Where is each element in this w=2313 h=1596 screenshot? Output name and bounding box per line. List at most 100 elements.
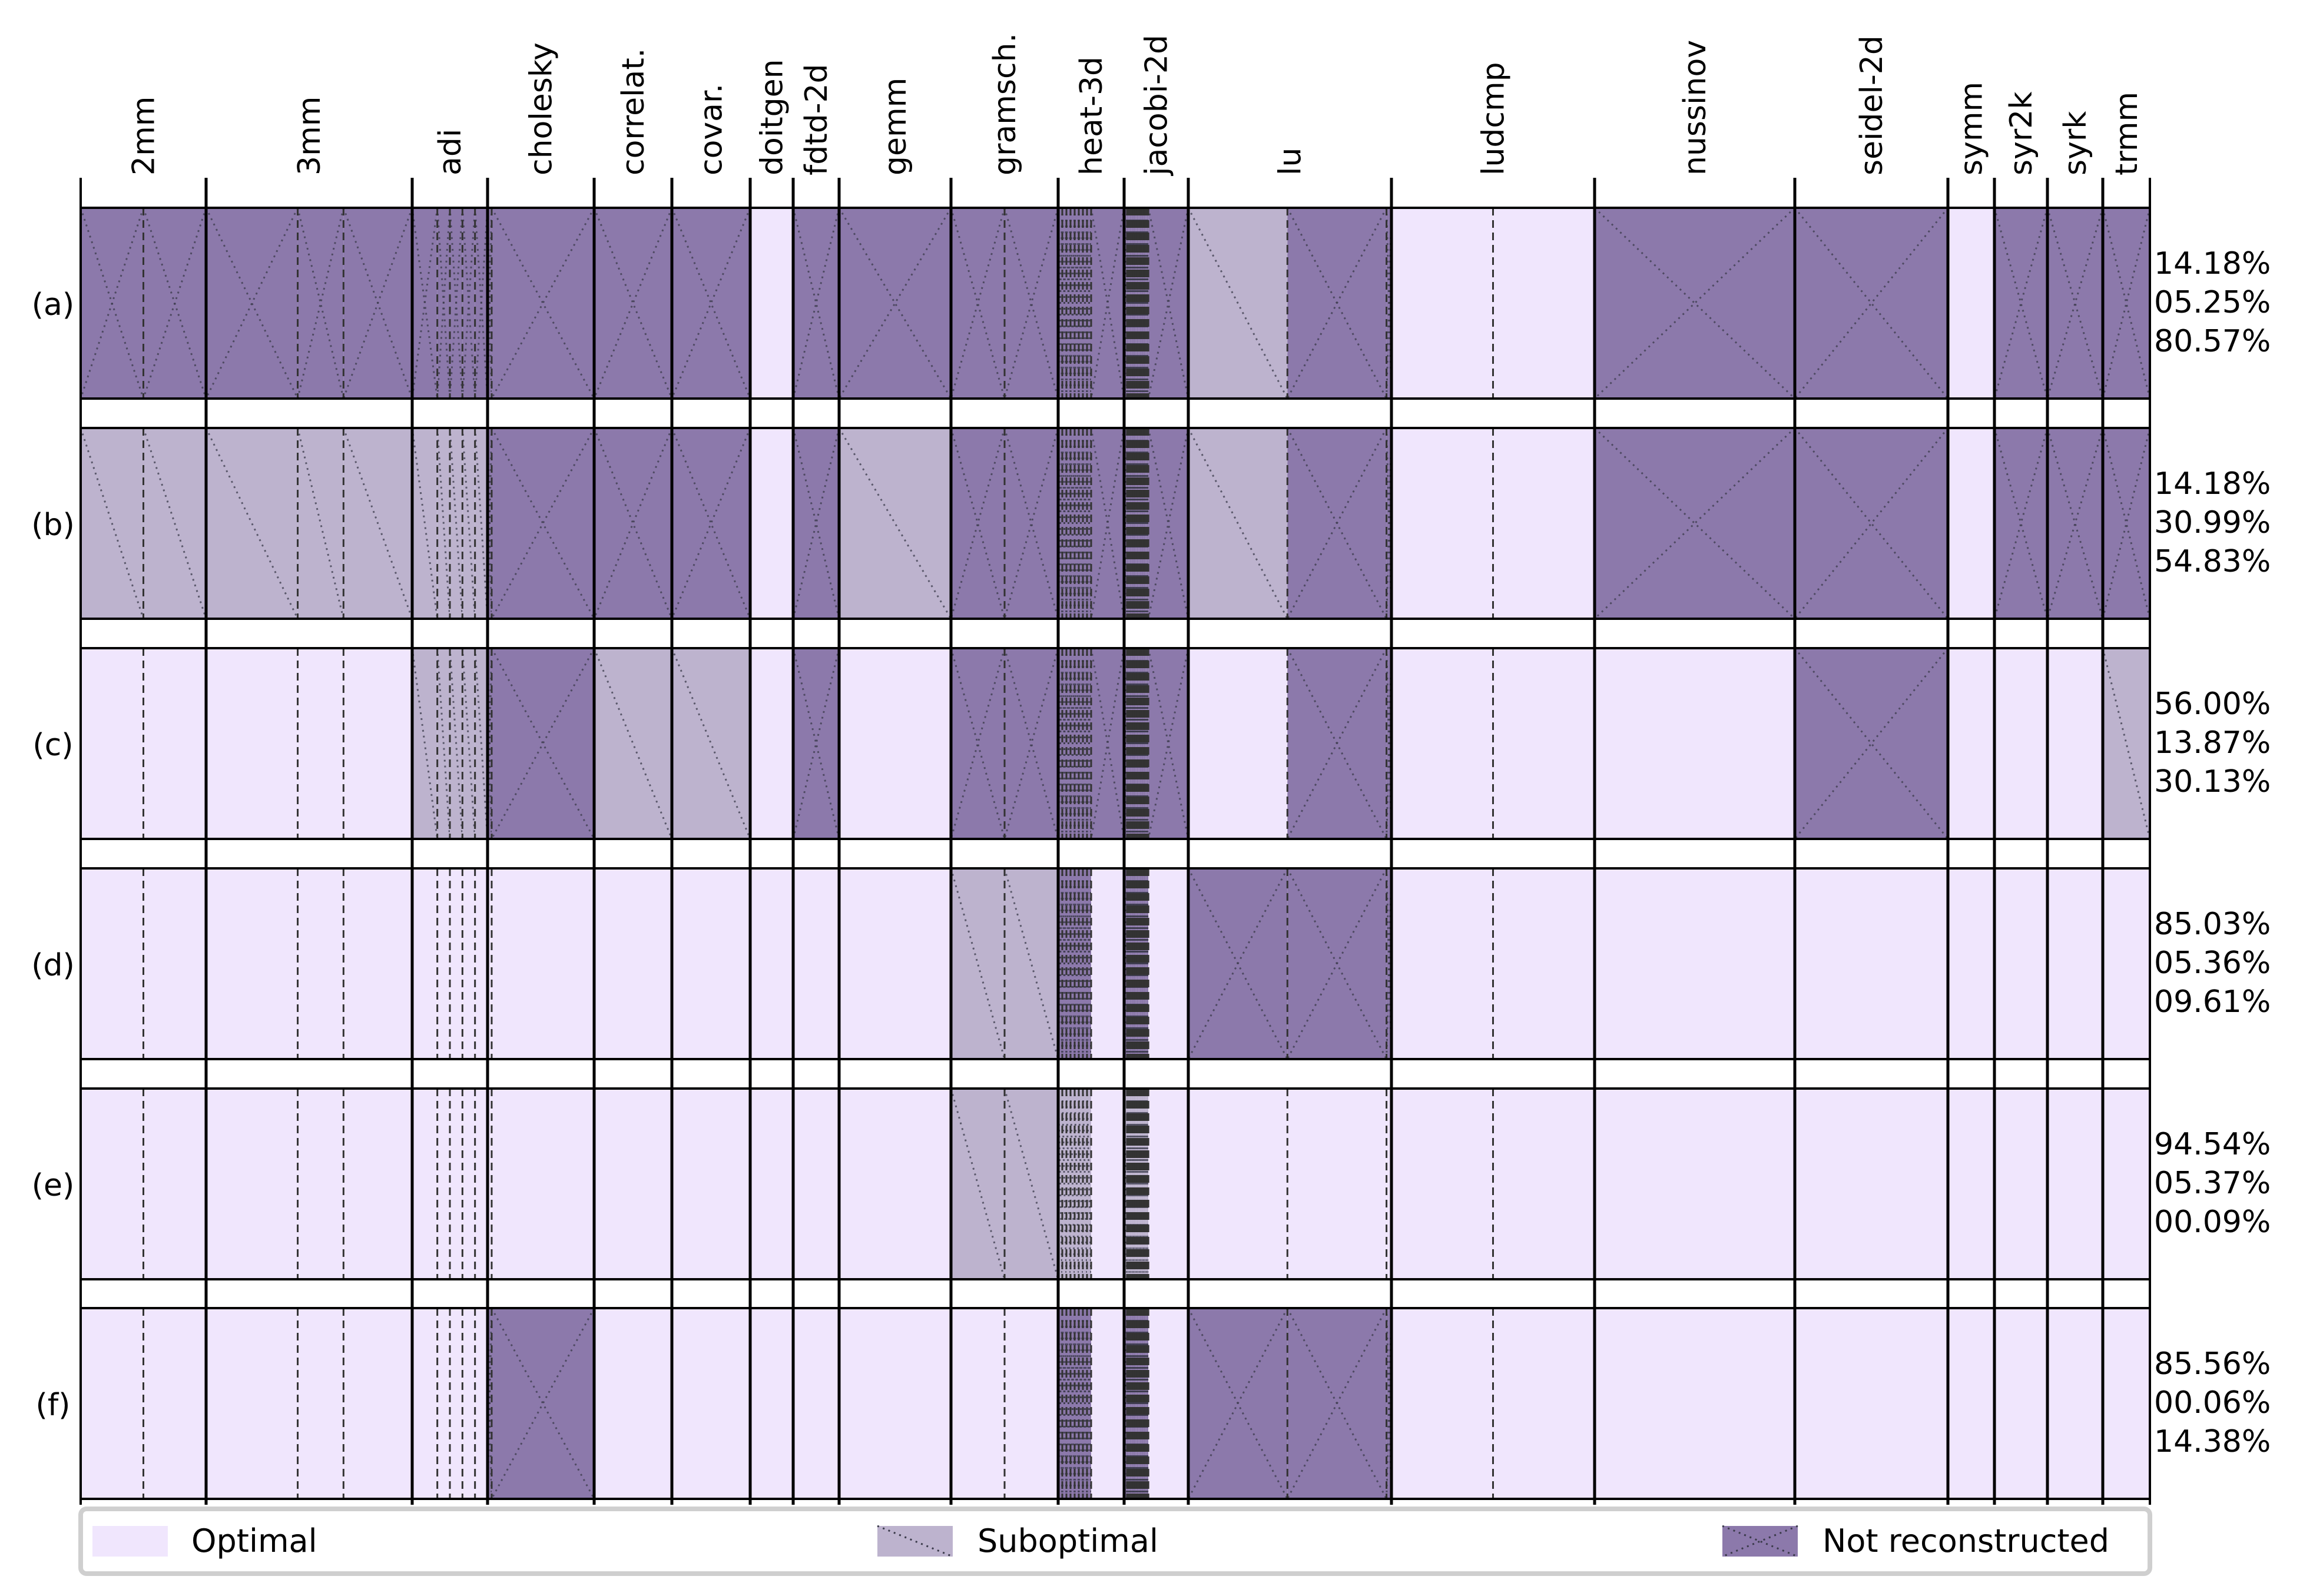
hatch-line [1082,1308,1088,1499]
segment-3mm-2 [297,1308,344,1499]
segment-nussinov-1 [1595,648,1795,839]
hatch-line [1140,427,1144,619]
segment-fdtd-2d-1 [793,208,839,399]
segment-ludcmp-2 [1493,208,1595,399]
segment-seidel-2d-1 [1795,428,1948,619]
segment-symm-1 [1948,648,1994,839]
column-label-gemm: gemm [878,78,913,175]
hatch-line [1139,868,1142,1060]
segment-cholesky-1 [488,868,492,1059]
hatch-line [1286,868,1387,1060]
segment-ludcmp-2 [1493,868,1595,1059]
segment-fdtd-2d-1 [793,1308,839,1499]
row-percentage: 14.38% [2154,1424,2271,1459]
legend-swatch-O [92,1526,168,1557]
hatch-line [1187,868,1288,1060]
hatch-line [1127,1088,1131,1280]
hatch-line [1126,868,1129,1060]
row-percentage: 05.25% [2154,285,2271,320]
segment-3mm-2 [297,428,344,619]
segment-seidel-2d-1 [1795,868,1948,1059]
hatch-line [1143,427,1146,619]
hatch-line [1126,207,1129,399]
hatch-line [1132,1308,1135,1499]
hatch-line [1386,648,1393,840]
segment-adi-1 [412,1089,438,1279]
hatch-line [1126,648,1129,840]
hatch-line [1136,1088,1139,1280]
row-label: (b) [31,507,75,543]
segment-3mm-3 [343,648,412,839]
hatch-line [1086,648,1092,840]
column-label-3mm: 3mm [292,97,327,175]
segment-adi-5 [475,868,488,1059]
segment-3mm-1 [206,868,298,1059]
hatch-line [449,648,463,840]
segment-adi-3 [450,868,463,1059]
hatch-line [1136,1308,1139,1499]
segment-3mm-1 [206,1089,298,1279]
hatch-line [1069,1308,1076,1499]
hatch-line [1069,1088,1076,1280]
row-percentage: 30.13% [2154,764,2271,799]
hatch-line [461,427,476,619]
segment-jacobi-2d-17 [1148,648,1188,839]
hatch-line [1146,1308,1149,1499]
column-label-trmm: trmm [2109,92,2145,175]
hatch-line [1143,207,1146,399]
row-percentage: 13.87% [2154,725,2271,761]
row-f: (f) 85.56%00.06%14.38% [36,1307,2271,1500]
segment-ludcmp-1 [1391,208,1493,399]
row-label: (c) [32,728,73,763]
segment-adi-1 [412,868,438,1059]
hatch-line [950,868,1006,1060]
hatch-line [2046,207,2104,399]
segment-adi-4 [462,1089,475,1279]
segment-adi-1 [412,1308,438,1499]
hatch-line [1133,427,1136,619]
hatch-line [1126,1088,1129,1280]
segment-2mm-1 [81,1308,144,1499]
segment-nussinov-1 [1595,868,1795,1059]
hatch-line [1073,207,1080,399]
hatch-line [1137,1088,1141,1280]
hatch-line [1136,427,1139,619]
segment-covar.-1 [672,1089,750,1279]
segment-2mm-2 [143,1308,206,1499]
segment-trmm-1 [2103,1089,2150,1279]
hatch-line [1134,427,1138,619]
hatch-line [1993,207,2049,399]
hatch-line [1130,648,1134,840]
hatch-line [1146,427,1149,619]
segment-syr2k-1 [1994,1089,2047,1279]
hatch-line [1140,207,1144,399]
hatch-line [1132,868,1135,1060]
hatch-line [1146,868,1149,1060]
hatch-line [1086,1088,1092,1280]
segment-2mm-2 [143,868,206,1059]
hatch-line [1073,648,1080,840]
hatch-line [1078,648,1084,840]
segment-doitgen-1 [750,208,793,399]
hatch-line [950,1088,1006,1280]
hatch-line [436,207,451,399]
segment-adi-2 [437,1308,450,1499]
hatch-line [1082,1088,1088,1280]
hatch-line [1073,1308,1080,1499]
segment-adi-1 [412,648,438,839]
segment-2mm-2 [143,648,206,839]
hatch-line [1078,427,1084,619]
hatch-line [1141,427,1145,619]
segment-ludcmp-1 [1391,648,1493,839]
hatch-line [1136,207,1139,399]
hatch-line [1141,1308,1145,1499]
segment-adi-5 [475,1089,488,1279]
segment-gemm-1 [839,868,951,1059]
segment-symm-1 [1948,428,1994,619]
row-a: (a) 14.18% 05.25% 80.57% [32,207,2271,400]
segment-syrk-1 [2047,1308,2103,1499]
hatch-line [411,648,439,840]
hatch-line [1593,427,1796,620]
hatch-line [1061,207,1068,399]
